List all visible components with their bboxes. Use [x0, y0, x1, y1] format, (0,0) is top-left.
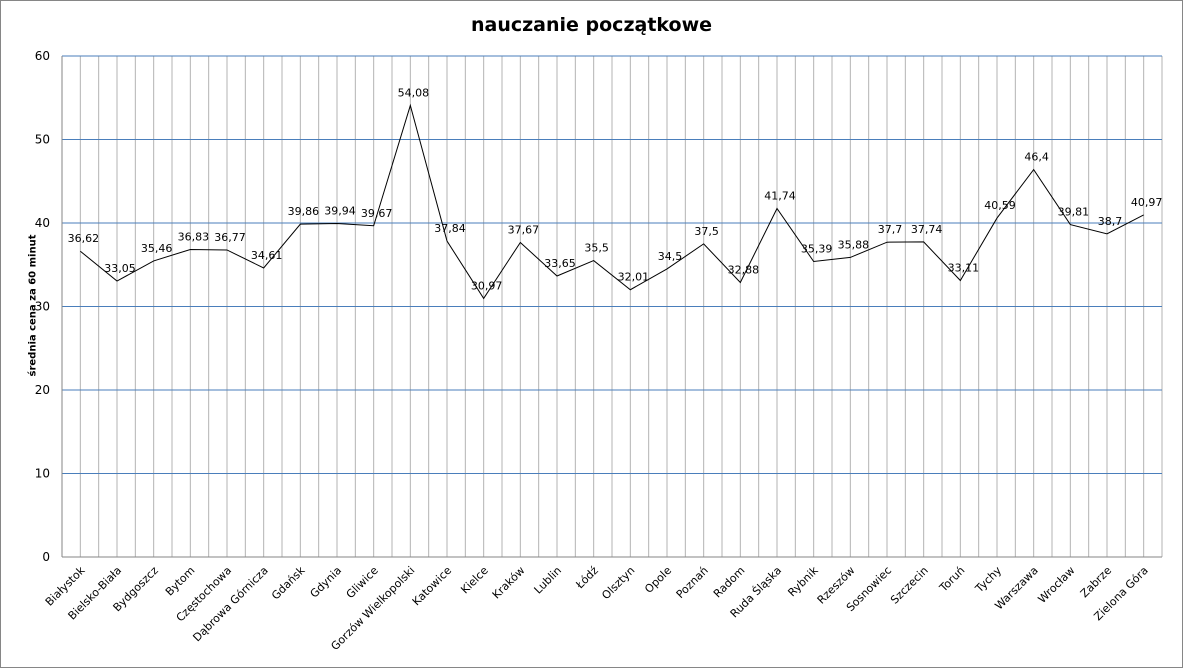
chart-title: nauczanie początkowe [470, 14, 713, 36]
data-label: 33,11 [948, 262, 980, 275]
data-label: 40,97 [1131, 196, 1163, 209]
y-tick-label: 0 [42, 550, 50, 564]
x-tick-label: Tychy [972, 564, 1004, 596]
data-label: 33,65 [544, 257, 576, 270]
data-label: 32,88 [728, 263, 760, 276]
x-tick-label: Bytom [163, 564, 198, 599]
x-tick-label: Szczecin [888, 564, 931, 607]
y-tick-label: 60 [35, 49, 50, 63]
x-tick-label: Zabrze [1078, 564, 1114, 600]
data-label: 37,67 [508, 223, 540, 236]
data-label: 32,01 [618, 271, 650, 284]
data-label: 39,94 [324, 205, 356, 218]
x-tick-label: Toruń [936, 564, 967, 595]
data-label: 39,67 [361, 207, 393, 220]
x-tick-label: Katowice [410, 564, 454, 608]
data-label: 37,74 [911, 223, 943, 236]
data-label: 33,05 [104, 262, 136, 275]
x-tick-label: Radom [711, 564, 747, 600]
data-label: 39,81 [1058, 206, 1090, 219]
data-label: 41,74 [764, 189, 796, 202]
data-label: 35,46 [141, 242, 173, 255]
data-label: 37,84 [434, 222, 466, 235]
x-tick-label: Wrocław [1036, 564, 1078, 606]
x-tick-label: Kraków [490, 564, 528, 602]
data-label: 36,62 [68, 232, 100, 245]
data-label: 46,4 [1024, 151, 1049, 164]
x-tick-label: Kielce [458, 564, 491, 597]
x-tick-label: Rybnik [785, 563, 821, 599]
data-label: 30,97 [471, 279, 503, 292]
data-label: 54,08 [398, 86, 430, 99]
data-label: 35,39 [801, 242, 833, 255]
data-label: 35,5 [584, 242, 609, 255]
x-tick-label: Olsztyn [599, 564, 637, 602]
y-tick-label: 20 [35, 383, 50, 397]
data-label: 39,86 [288, 205, 320, 218]
y-tick-label: 30 [35, 300, 50, 314]
x-tick-label: Opole [642, 564, 674, 596]
data-label: 38,7 [1098, 215, 1123, 228]
data-label: 35,88 [838, 238, 870, 251]
data-line [80, 103, 1144, 300]
data-label: 40,59 [984, 199, 1016, 212]
y-tick-label: 40 [35, 216, 50, 230]
data-label: 36,83 [178, 230, 210, 243]
x-tick-label: Łódź [573, 564, 601, 592]
y-tick-label: 10 [35, 467, 50, 481]
data-label: 34,5 [658, 250, 683, 263]
data-label: 37,7 [878, 223, 903, 236]
data-label: 34,61 [251, 249, 283, 262]
x-tick-label: Poznań [674, 564, 711, 601]
x-tick-label: Lublin [532, 564, 565, 597]
x-tick-label: Gdynia [307, 564, 344, 601]
x-tick-label: Gdańsk [269, 563, 308, 602]
data-label: 36,77 [214, 231, 246, 244]
data-label: 37,5 [694, 225, 719, 238]
y-tick-label: 50 [35, 133, 50, 147]
